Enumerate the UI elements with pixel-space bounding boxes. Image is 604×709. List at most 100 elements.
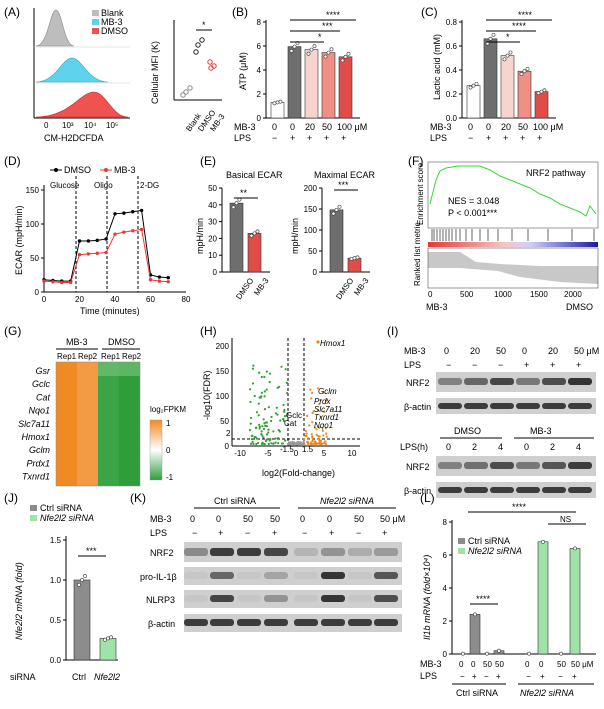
k-nlrp3-band xyxy=(294,595,318,602)
e-max-point xyxy=(355,255,360,260)
k-actin-band xyxy=(184,619,208,626)
svg-text:MB-3: MB-3 xyxy=(234,122,256,132)
i-time-value: 0 xyxy=(446,442,451,452)
i-mb3-value: 0 xyxy=(522,346,527,356)
h-point xyxy=(323,442,326,445)
i-mb3-value: 50 μM xyxy=(574,346,599,356)
panel-b-chart: ATP (μM) 0 2 4 6 8 * *** **** xyxy=(238,10,360,123)
d-series-point xyxy=(157,279,162,283)
c-point xyxy=(471,83,476,88)
l-ytick-label: 0 xyxy=(443,650,448,659)
i-actin-band xyxy=(438,403,462,409)
svg-text:NRF2: NRF2 xyxy=(406,378,430,388)
k-mb3-value: 50 xyxy=(243,514,253,524)
i-nrf2-band xyxy=(438,462,462,469)
d-series-point xyxy=(60,280,64,285)
e-max-bar xyxy=(347,257,362,273)
l-point xyxy=(461,651,465,656)
c-point xyxy=(536,91,541,96)
svg-text:Nfe2l2 siRNA: Nfe2l2 siRNA xyxy=(468,546,522,556)
a-sig: * xyxy=(202,20,206,30)
h-point-hmox1 xyxy=(316,340,320,344)
l-mb3-value: 50 xyxy=(483,660,492,669)
h-point xyxy=(270,419,273,423)
h-point xyxy=(250,416,253,420)
l-ytick-label: 4 xyxy=(443,584,448,593)
panel-a-histograms: Blank MB-3 DMSO 0 10³ 10⁴ 10⁵ CM-H2DCFDA xyxy=(33,8,130,143)
k-nrf2-band xyxy=(264,548,288,556)
i-actin-band xyxy=(516,403,540,409)
h-point xyxy=(310,397,313,400)
l-lps-value: + xyxy=(572,672,577,681)
svg-text:LPS: LPS xyxy=(150,528,167,538)
e-basal-bar xyxy=(247,233,262,273)
e-ylabel-basal: mpH/min xyxy=(195,218,205,254)
i-nrf2-band xyxy=(490,378,514,385)
h-point xyxy=(306,414,309,417)
h-point xyxy=(316,409,320,412)
i-mb3-value: 20 xyxy=(470,346,480,356)
h-point xyxy=(323,410,326,414)
h-xtick-label: 0 xyxy=(294,449,299,458)
h-point xyxy=(277,441,280,445)
h-point xyxy=(274,441,277,444)
h-point xyxy=(265,370,268,373)
h-point xyxy=(318,426,321,429)
h-point xyxy=(307,437,310,440)
d-ytick-label: 0 xyxy=(35,288,40,297)
j-point xyxy=(103,637,107,642)
i-lps-value: + xyxy=(550,360,555,370)
l-ytick-label: 2 xyxy=(443,617,448,626)
svg-text:Gclm: Gclm xyxy=(318,387,337,396)
e-max-point xyxy=(334,207,339,212)
d-series-point xyxy=(131,229,135,233)
h-point xyxy=(319,442,323,446)
k-lps-value: + xyxy=(218,528,223,538)
c-point xyxy=(488,36,493,41)
e-basal-point xyxy=(255,229,260,234)
h-point xyxy=(324,442,328,446)
h-point xyxy=(275,406,278,409)
d-annot-oligo: Oligo xyxy=(94,181,113,190)
k-nrf2-band xyxy=(210,548,234,556)
e-max-ytick-label: 50 xyxy=(308,247,317,256)
svg-text:Cat: Cat xyxy=(284,419,297,428)
d-series-point xyxy=(86,239,91,243)
panel-k-western: Ctrl siRNA Nfe2l2 siRNA MB-3 LPS 0 0 50 50 0… xyxy=(140,496,405,632)
d-series-point xyxy=(95,251,99,255)
e-max-point xyxy=(331,211,336,216)
d-ytick-label: 150 xyxy=(26,186,40,195)
h-point xyxy=(262,427,266,431)
h-point xyxy=(315,428,318,431)
h-point xyxy=(272,442,275,445)
l-ytick-label: 8 xyxy=(443,518,448,527)
h-point xyxy=(302,438,306,441)
k-proil1b-band xyxy=(184,572,208,579)
svg-text:MB-3: MB-3 xyxy=(530,426,552,436)
g-gene-label: Gclm xyxy=(29,445,51,455)
e-max-ytick-label: 100 xyxy=(304,226,318,235)
svg-text:+: + xyxy=(520,133,525,143)
k-nlrp3-band xyxy=(210,595,234,602)
j-bar xyxy=(99,638,117,661)
d-series-point xyxy=(104,250,108,255)
g-gene-label: Prdx1 xyxy=(26,458,50,468)
e-basal-bar xyxy=(229,202,244,273)
h-ytick-label: 100 xyxy=(216,392,230,401)
k-lps-value: + xyxy=(272,528,277,538)
h-point xyxy=(277,428,280,432)
f-ylabel-bottom: Ranked list metric xyxy=(413,222,422,286)
a-xtick-3: 10⁵ xyxy=(106,121,118,130)
h-point xyxy=(322,434,325,437)
c-ytick-label: 0.0 xyxy=(446,114,458,123)
h-point xyxy=(250,434,254,438)
l-point xyxy=(573,546,577,551)
h-point xyxy=(268,439,271,442)
h-point xyxy=(264,439,268,443)
f-ylabel-top: Enrichment score xyxy=(416,162,425,225)
h-point xyxy=(318,439,321,442)
k-nlrp3-band xyxy=(321,595,345,602)
i-actin-band xyxy=(490,487,514,493)
h-point xyxy=(263,390,266,393)
svg-text:****: **** xyxy=(476,594,491,604)
